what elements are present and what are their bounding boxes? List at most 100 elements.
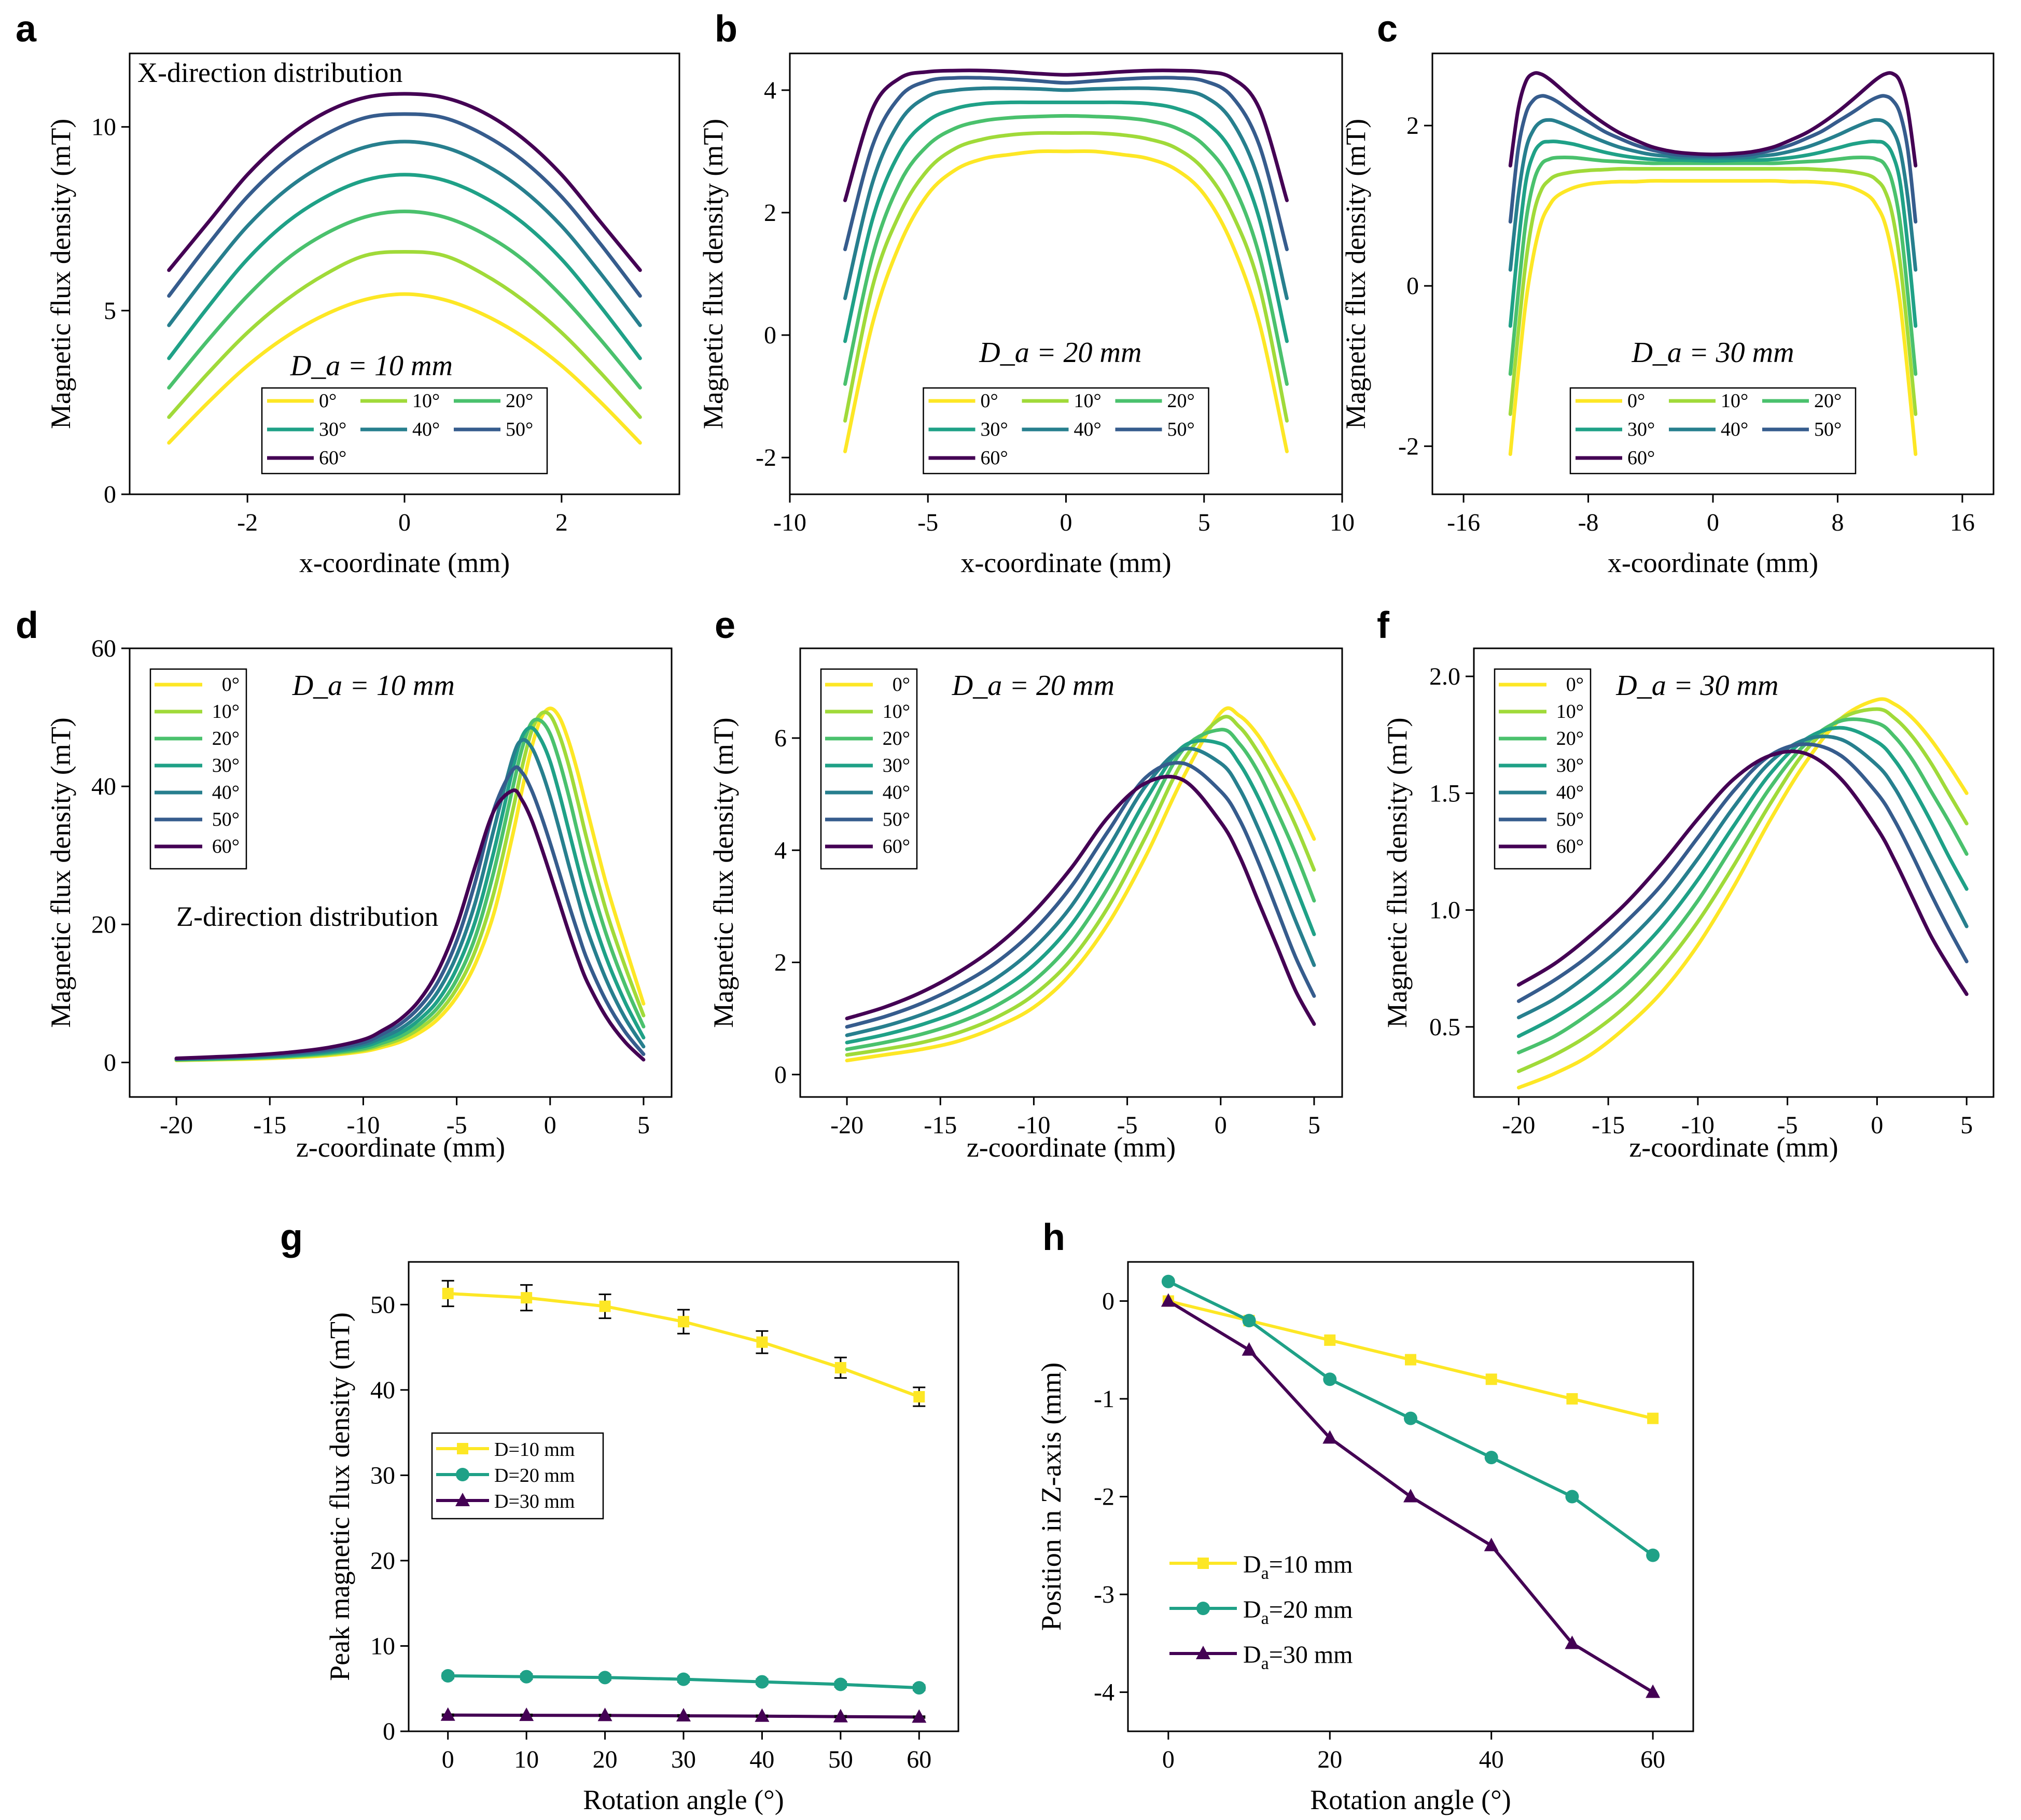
y-tick-label: 0 bbox=[383, 1718, 395, 1745]
legend-label-rest: =20 mm bbox=[1269, 1596, 1353, 1623]
panel-label: e bbox=[715, 605, 735, 646]
y-tick-label: -4 bbox=[1094, 1679, 1114, 1706]
x-axis-title: z-coordinate (mm) bbox=[296, 1132, 505, 1163]
legend-label: 30° bbox=[319, 419, 346, 440]
series-line-60deg bbox=[845, 774, 1316, 1026]
series-line-40deg bbox=[1516, 734, 1969, 1020]
legend-label: 0° bbox=[222, 674, 240, 696]
x-axis-title: z-coordinate (mm) bbox=[967, 1132, 1176, 1163]
data-point bbox=[1405, 1354, 1416, 1366]
legend-label-rest: =30 mm bbox=[1269, 1641, 1353, 1669]
legend-label: 50° bbox=[1556, 809, 1584, 830]
panel-title: Z-direction distribution bbox=[176, 901, 438, 932]
data-point bbox=[440, 1707, 455, 1721]
panel-label: a bbox=[16, 8, 37, 50]
data-point bbox=[912, 1709, 927, 1723]
legend-label: 20° bbox=[506, 390, 533, 412]
series-Da-30-mm bbox=[1161, 1293, 1661, 1698]
series-line-60deg bbox=[167, 92, 642, 272]
panel-label: b bbox=[715, 8, 737, 50]
series-line-20deg bbox=[845, 728, 1316, 1051]
da-annotation: D_a = 30 mm bbox=[1631, 337, 1794, 369]
legend-label: 50° bbox=[1814, 419, 1842, 440]
data-point bbox=[599, 1300, 611, 1312]
legend-label: 60° bbox=[319, 447, 346, 469]
data-point bbox=[676, 1708, 691, 1722]
series-line-0deg bbox=[845, 706, 1316, 1063]
x-tick-label: 0 bbox=[1215, 1112, 1227, 1139]
data-point bbox=[755, 1708, 770, 1722]
series-line-40deg bbox=[845, 746, 1316, 1037]
data-point bbox=[1161, 1274, 1175, 1288]
x-tick-label: 5 bbox=[1308, 1112, 1320, 1139]
legend-label: 60° bbox=[981, 447, 1008, 469]
y-tick-label: 40 bbox=[370, 1377, 395, 1404]
data-point bbox=[833, 1677, 847, 1691]
data-point bbox=[913, 1391, 925, 1402]
legend-label: 20° bbox=[1814, 390, 1842, 412]
legend-label: 20° bbox=[1556, 728, 1584, 749]
x-tick-label: 0 bbox=[1707, 509, 1719, 536]
data-point bbox=[1565, 1635, 1580, 1649]
series-line-20deg bbox=[843, 114, 1289, 386]
panel-f: f -20 -15 -10 -5 0 5 0.5 1.0 1.5 2.0 z-coordinate (… bbox=[1377, 605, 1995, 1163]
legend-marker bbox=[1197, 1558, 1209, 1569]
series-line-50deg bbox=[845, 761, 1316, 1029]
da-annotation: D_a = 30 mm bbox=[1615, 670, 1778, 702]
data-point bbox=[1324, 1334, 1336, 1346]
y-tick-label: -2 bbox=[756, 444, 776, 471]
x-tick-label: -10 bbox=[1017, 1112, 1050, 1139]
x-axis-title: Rotation angle (°) bbox=[1310, 1784, 1511, 1815]
legend-box bbox=[149, 668, 247, 870]
x-tick-label: -8 bbox=[1578, 509, 1599, 536]
x-tick-label: 0 bbox=[544, 1112, 556, 1139]
y-tick-label: 2 bbox=[764, 199, 776, 227]
y-tick-label: 1.5 bbox=[1429, 780, 1460, 807]
series-line-30deg bbox=[1516, 726, 1969, 1038]
series-line-0deg bbox=[1516, 697, 1969, 1090]
series-line-10deg bbox=[845, 715, 1316, 1057]
legend-marker bbox=[455, 1493, 470, 1506]
x-tick-label: 30 bbox=[671, 1746, 696, 1773]
da-annotation: D_a = 10 mm bbox=[290, 350, 453, 382]
legend-label: 30° bbox=[1627, 419, 1655, 440]
panel-label: d bbox=[16, 605, 38, 646]
y-tick-label: 0 bbox=[1102, 1287, 1114, 1315]
legend-label-main: D bbox=[1243, 1596, 1261, 1623]
legend-marker bbox=[1196, 1602, 1210, 1615]
data-point bbox=[755, 1675, 769, 1689]
da-annotation: D_a = 20 mm bbox=[952, 670, 1114, 702]
legend-label-main: D bbox=[1243, 1641, 1261, 1669]
y-tick-label: 2 bbox=[774, 949, 787, 977]
legend-label: 0° bbox=[319, 390, 337, 412]
series-D-20-mm bbox=[441, 1669, 926, 1695]
x-axis-title: z-coordinate (mm) bbox=[1629, 1132, 1838, 1163]
data-point bbox=[1161, 1293, 1176, 1307]
legend-label: 30° bbox=[1556, 755, 1584, 776]
panel-h: h 0 20 40 60 0 -1 -2 -3 -4 Rotation angle (°) Posit… bbox=[1036, 1217, 1694, 1815]
legend-label: 50° bbox=[883, 809, 910, 830]
data-point bbox=[1565, 1490, 1579, 1504]
legend-label: 0° bbox=[981, 390, 998, 412]
series-line-60deg bbox=[174, 788, 646, 1062]
x-axis-title: x-coordinate (mm) bbox=[960, 547, 1171, 578]
series-line-60deg bbox=[1516, 749, 1969, 996]
y-tick-label: 4 bbox=[764, 77, 776, 104]
series-line-0deg bbox=[1508, 179, 1918, 456]
legend-label: 60° bbox=[883, 836, 910, 857]
legend-label: Da=20 mm bbox=[1243, 1596, 1353, 1628]
y-tick-label: 60 bbox=[91, 635, 116, 662]
panel-label: g bbox=[280, 1217, 303, 1258]
y-axis-title: Magnetic flux density (mT) bbox=[698, 119, 729, 429]
series-D-30-mm bbox=[440, 1707, 927, 1723]
y-tick-label: 2 bbox=[1406, 112, 1419, 140]
data-point bbox=[442, 1287, 454, 1299]
series-D-10-mm bbox=[441, 1280, 926, 1407]
legend-label: 50° bbox=[212, 809, 240, 830]
x-tick-label: 8 bbox=[1831, 509, 1844, 536]
x-tick-label: 5 bbox=[637, 1112, 650, 1139]
x-tick-label: 50 bbox=[828, 1746, 853, 1773]
legend-label: 50° bbox=[1167, 419, 1195, 440]
legend-marker bbox=[1196, 1646, 1210, 1659]
y-axis-title: Position in Z-axis (mm) bbox=[1036, 1363, 1067, 1631]
